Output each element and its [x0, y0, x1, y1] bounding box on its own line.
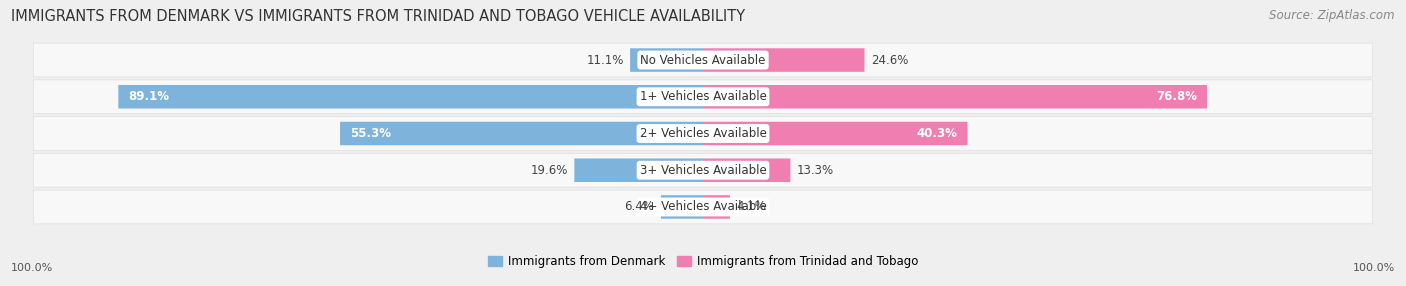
FancyBboxPatch shape: [34, 190, 1372, 224]
Text: No Vehicles Available: No Vehicles Available: [640, 53, 766, 67]
FancyBboxPatch shape: [34, 80, 1372, 114]
FancyBboxPatch shape: [703, 122, 967, 145]
Text: IMMIGRANTS FROM DENMARK VS IMMIGRANTS FROM TRINIDAD AND TOBAGO VEHICLE AVAILABIL: IMMIGRANTS FROM DENMARK VS IMMIGRANTS FR…: [11, 9, 745, 23]
Legend: Immigrants from Denmark, Immigrants from Trinidad and Tobago: Immigrants from Denmark, Immigrants from…: [482, 250, 924, 273]
Text: 100.0%: 100.0%: [1353, 263, 1395, 273]
Text: 89.1%: 89.1%: [128, 90, 169, 103]
FancyBboxPatch shape: [340, 122, 703, 145]
Text: 1+ Vehicles Available: 1+ Vehicles Available: [640, 90, 766, 103]
Text: 4+ Vehicles Available: 4+ Vehicles Available: [640, 200, 766, 213]
Text: 40.3%: 40.3%: [917, 127, 957, 140]
Text: 24.6%: 24.6%: [870, 53, 908, 67]
Text: 2+ Vehicles Available: 2+ Vehicles Available: [640, 127, 766, 140]
FancyBboxPatch shape: [574, 158, 703, 182]
Text: 6.4%: 6.4%: [624, 200, 654, 213]
FancyBboxPatch shape: [703, 158, 790, 182]
FancyBboxPatch shape: [34, 43, 1372, 77]
Text: Source: ZipAtlas.com: Source: ZipAtlas.com: [1270, 9, 1395, 21]
FancyBboxPatch shape: [34, 153, 1372, 187]
Text: 4.1%: 4.1%: [737, 200, 766, 213]
FancyBboxPatch shape: [703, 85, 1206, 108]
Text: 100.0%: 100.0%: [11, 263, 53, 273]
Text: 76.8%: 76.8%: [1156, 90, 1197, 103]
FancyBboxPatch shape: [703, 48, 865, 72]
Text: 11.1%: 11.1%: [586, 53, 624, 67]
Text: 19.6%: 19.6%: [530, 164, 568, 177]
Text: 55.3%: 55.3%: [350, 127, 391, 140]
Text: 3+ Vehicles Available: 3+ Vehicles Available: [640, 164, 766, 177]
FancyBboxPatch shape: [703, 195, 730, 219]
FancyBboxPatch shape: [630, 48, 703, 72]
FancyBboxPatch shape: [34, 117, 1372, 150]
FancyBboxPatch shape: [118, 85, 703, 108]
FancyBboxPatch shape: [661, 195, 703, 219]
Text: 13.3%: 13.3%: [797, 164, 834, 177]
